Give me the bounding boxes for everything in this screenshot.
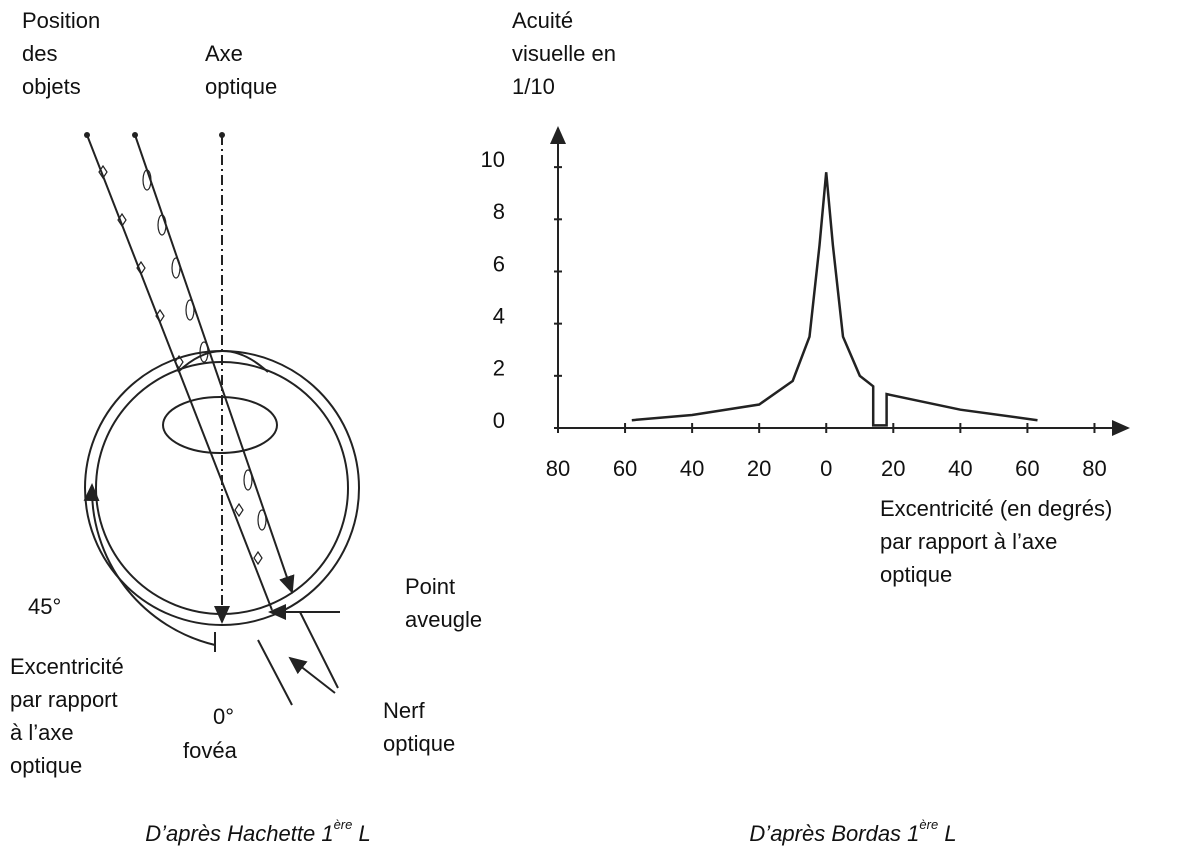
label: optique — [383, 731, 455, 756]
eccentricity-arc — [83, 483, 216, 646]
label: objets — [22, 74, 81, 99]
x-axis-label: Excentricité (en degrés) — [880, 496, 1112, 521]
eye-diagram — [83, 132, 360, 706]
x-tick-label: 40 — [948, 456, 972, 481]
x-axis-label: par rapport à l’axe — [880, 529, 1057, 554]
x-tick-label: 20 — [747, 456, 771, 481]
x-tick-label: 80 — [1082, 456, 1106, 481]
object-point — [84, 132, 90, 138]
object-point — [219, 132, 225, 138]
y-axis-label: visuelle en — [512, 41, 616, 66]
caption-sup: ère — [334, 817, 353, 832]
caption-sup: ère — [919, 817, 938, 832]
label: aveugle — [405, 607, 482, 632]
x-tick-label: 80 — [546, 456, 570, 481]
label: 0° — [213, 704, 234, 729]
y-axis-label: 1/10 — [512, 74, 555, 99]
label: Position — [22, 8, 100, 33]
caption-text: D’après Hachette 1 — [145, 821, 333, 846]
label: à l’axe — [10, 720, 74, 745]
y-tick-label: 8 — [493, 199, 505, 224]
caption-end: L — [938, 821, 956, 846]
cornea — [177, 350, 269, 373]
y-tick-label: 10 — [481, 147, 505, 172]
label: optique — [205, 74, 277, 99]
object-point — [132, 132, 138, 138]
label: Axe — [205, 41, 243, 66]
lens — [162, 396, 278, 454]
caption-end: L — [352, 821, 370, 846]
label: 45° — [28, 594, 61, 619]
y-axis-label: Acuité — [512, 8, 573, 33]
ray — [134, 134, 295, 594]
ray-markers — [98, 164, 267, 566]
label: optique — [10, 753, 82, 778]
x-axis-label: optique — [880, 562, 952, 587]
caption: D’après Bordas 1ère L — [749, 817, 956, 845]
caption-text: D’après Bordas 1 — [749, 821, 919, 846]
x-tick-label: 60 — [613, 456, 637, 481]
x-tick-label: 60 — [1015, 456, 1039, 481]
optic-nerve — [214, 611, 339, 706]
acuity-curve — [631, 172, 1038, 427]
x-tick-label: 0 — [820, 456, 832, 481]
y-tick-label: 2 — [493, 356, 505, 381]
label: Excentricité — [10, 654, 124, 679]
label: par rapport — [10, 687, 118, 712]
label: fovéa — [183, 738, 238, 763]
label: Point — [405, 574, 455, 599]
ray — [86, 134, 273, 611]
label: Nerf — [383, 698, 425, 723]
x-tick-label: 40 — [680, 456, 704, 481]
y-tick-label: 0 — [493, 408, 505, 433]
x-tick-label: 20 — [881, 456, 905, 481]
caption: D’après Hachette 1ère L — [145, 817, 370, 845]
label: des — [22, 41, 57, 66]
y-tick-label: 6 — [493, 251, 505, 276]
y-tick-label: 4 — [493, 303, 505, 328]
nerve-pointer — [288, 656, 336, 694]
